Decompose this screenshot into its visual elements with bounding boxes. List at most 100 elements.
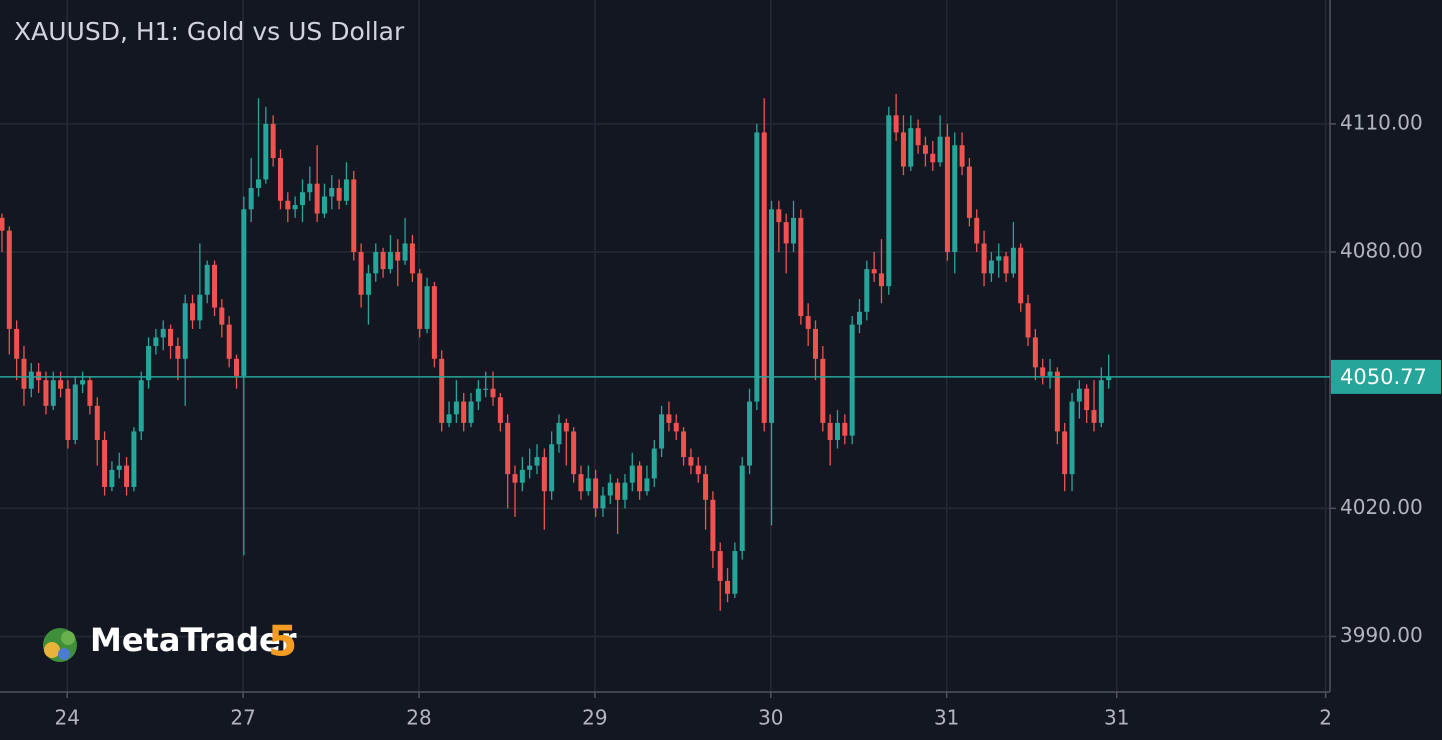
candle-body [871,269,877,274]
candle-body [856,311,862,325]
candle-body [688,457,694,466]
candle-body [717,551,723,581]
candle-body [146,346,152,381]
candle-body [263,123,269,180]
candle-body [431,286,437,359]
x-tick-label: 24 [54,706,79,730]
candle-body [571,431,577,475]
candle-body [681,431,687,458]
candle-body [402,243,408,261]
x-tick-label: 31 [934,706,959,730]
candle-body [1047,371,1053,376]
candle-body [14,328,20,359]
candle-body [94,405,100,440]
candle-body [483,388,489,390]
grid [0,0,1330,692]
candle-body [776,209,782,223]
candle-body [72,384,78,440]
candle-body [908,128,914,167]
y-tick-label: 4020.00 [1340,495,1423,519]
watermark-name: MetaTrader [90,621,297,659]
candle-body [299,192,305,206]
candle-body [864,269,870,312]
axes: 3990.00 4020.00 4080.00 4110.00 24 27 28 29 30 31… [0,110,1441,730]
x-tick-label: 28 [406,706,431,730]
candle-body [1010,247,1016,274]
candle-body [329,187,335,197]
candle-body [1025,303,1031,338]
candle-body [190,303,196,321]
candle-body [439,358,445,423]
candle-body [527,465,533,470]
candle-body [878,273,884,287]
candle-body [937,136,943,163]
candle-body [43,380,49,406]
chart-title: XAUUSD, H1: Gold vs US Dollar [14,17,405,46]
candle-body [395,252,401,261]
candle-body [725,580,731,594]
candle-body [168,328,174,346]
watermark: MetaTrader 5 [43,617,297,666]
candle-body [1106,376,1112,381]
last-price-label: 4050.77 [1340,365,1427,389]
candle-body [1076,388,1082,402]
candle-body [842,422,848,436]
candle-body [285,200,291,210]
candle-body [409,243,415,274]
candle-body [124,465,130,487]
candle-body [915,128,921,146]
candle-body [102,439,108,487]
candle-body [761,132,767,423]
candle-body [351,179,357,253]
candle-body [673,422,679,432]
candle-body [622,482,628,500]
y-tick-label: 3990.00 [1340,623,1423,647]
candle-body [365,273,371,295]
candle-body [952,145,958,253]
candle-body [593,478,599,509]
candle-body [175,346,181,359]
candle-body [813,328,819,359]
candle-body [820,358,826,423]
candle-body [387,252,393,270]
candle-body [21,358,27,389]
candle-body [988,260,994,274]
candle-body [234,358,240,376]
candle-body [321,196,327,214]
logo-icon [43,628,77,662]
candle-body [585,478,591,492]
candle-body [541,457,547,492]
candle-body [1032,337,1038,368]
candle-body [849,324,855,436]
candle-body [6,230,12,329]
candle-body [336,187,342,201]
candle-body [50,380,56,406]
candle-body [600,495,606,509]
candle-body [358,252,364,295]
candle-body [798,217,804,317]
candle-body [512,474,518,483]
candle-body [307,183,313,193]
candle-body [659,414,665,449]
candle-body [534,457,540,466]
candle-body [417,273,423,329]
candle-body [343,179,349,201]
x-tick-label: 30 [758,706,783,730]
candle-body [248,187,254,210]
candle-body [754,132,760,402]
candle-body [36,371,42,381]
candles [0,93,1112,611]
candle-body [461,401,467,423]
candle-body [703,474,709,500]
candle-body [1040,367,1046,376]
candle-body [1054,371,1060,432]
candle-body [519,469,525,483]
candle-body [666,414,672,423]
candle-body [981,243,987,274]
candle-body [292,205,298,210]
candle-body [241,209,247,376]
candle-body [1003,256,1009,274]
candle-body [204,264,210,295]
candle-body [380,252,386,270]
candle-body [944,136,950,253]
